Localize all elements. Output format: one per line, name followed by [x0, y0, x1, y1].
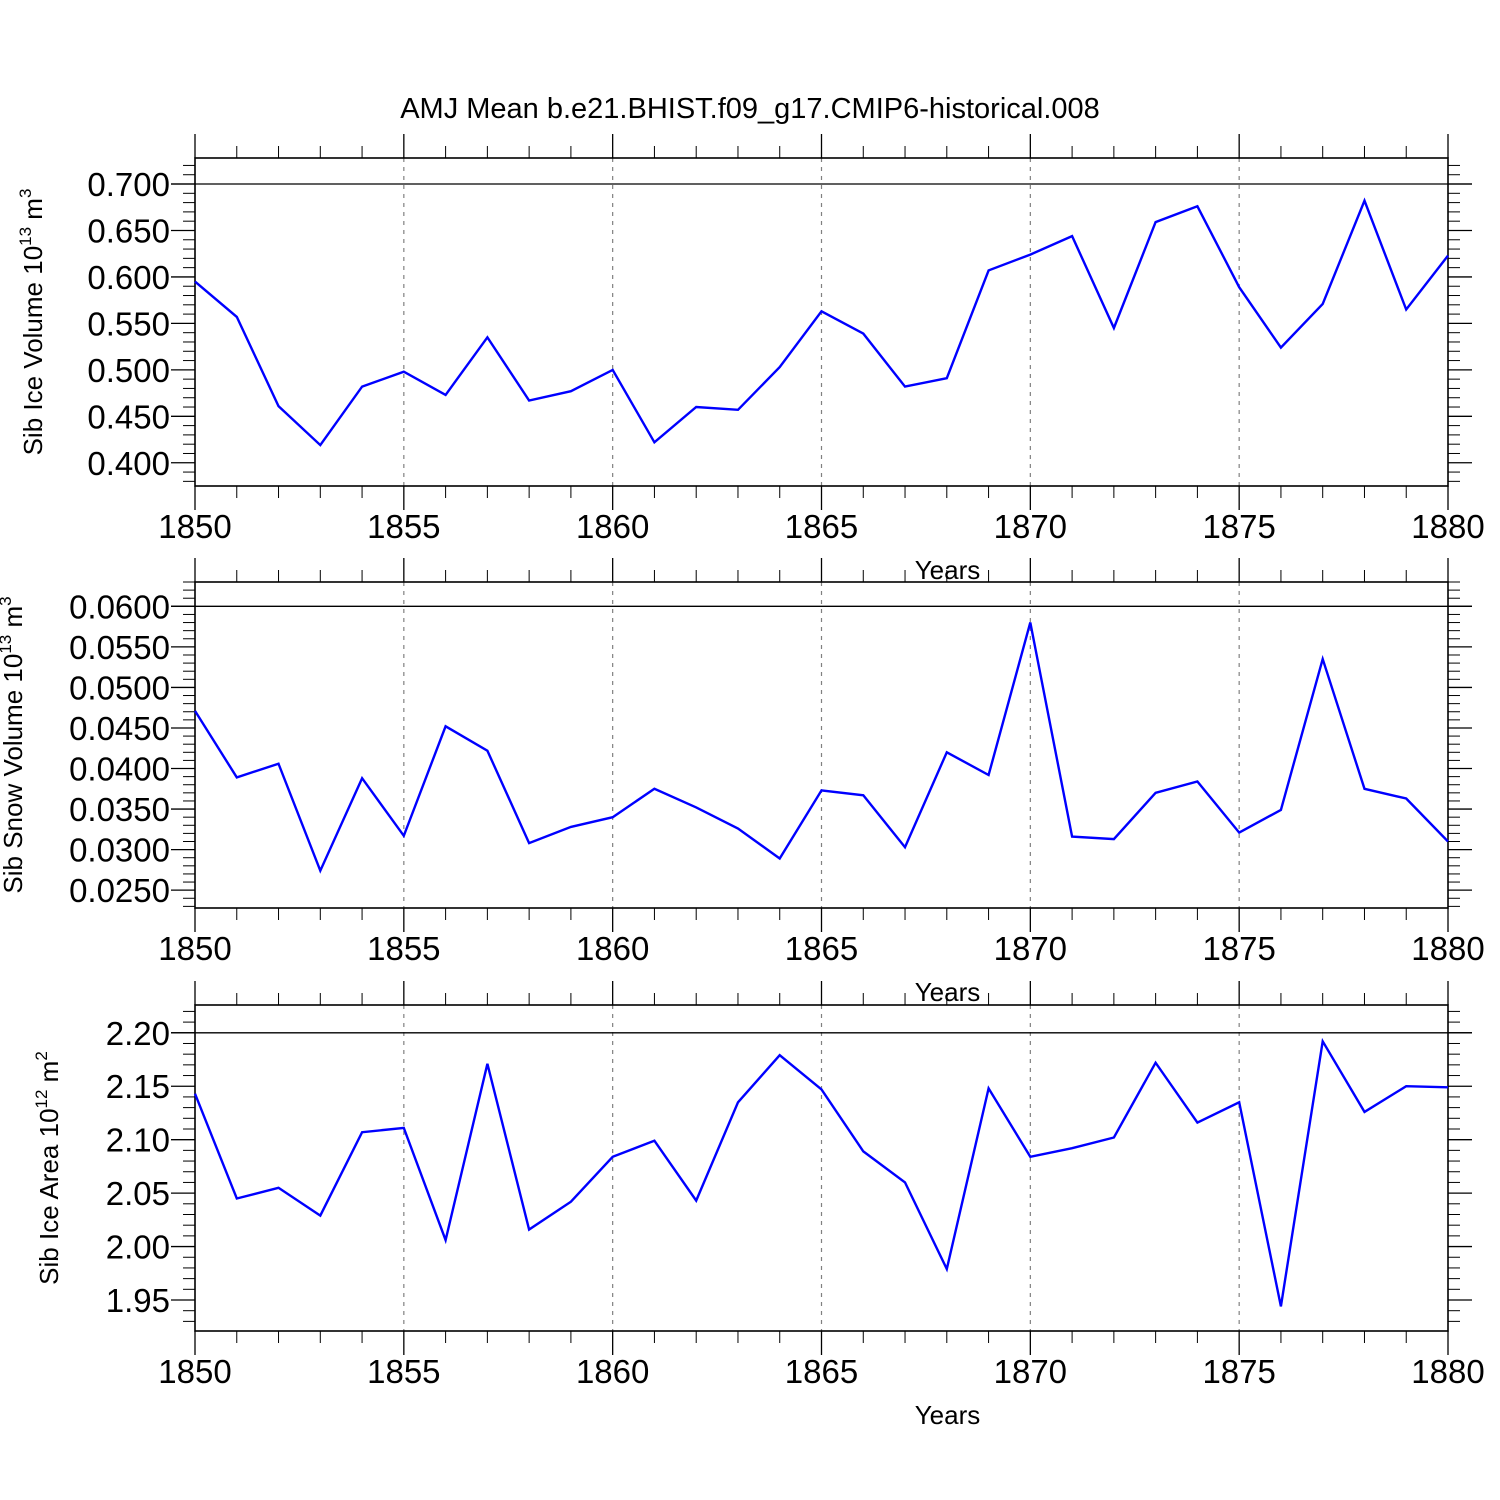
y-axis-title-superscript: 13: [0, 635, 15, 654]
y-tick-label: 0.700: [87, 166, 170, 203]
y-tick-label: 0.0550: [69, 629, 170, 666]
y-tick-label: 1.95: [106, 1282, 170, 1319]
y-tick-label: 2.05: [106, 1175, 170, 1212]
x-tick-label: 1875: [1202, 930, 1275, 967]
x-tick-label: 1865: [785, 508, 858, 545]
chart-panel-1: 0.400 0.450 0.500 0.550 0.600 0.650 0.700 1850 1…: [16, 134, 1485, 585]
series-line: [193, 622, 1449, 874]
x-axis-title: Years: [915, 977, 981, 1007]
x-tick-label: 1860: [576, 930, 649, 967]
y-axis-title: Sib Snow Volume 1013 m3: [0, 596, 28, 893]
y-axis-title: Sib Ice Volume 1013 m3: [16, 189, 48, 456]
x-tick-label: 1865: [785, 1353, 858, 1390]
y-axis-title-part: Sib Ice Area 10: [34, 1108, 64, 1284]
figure-title: AMJ Mean b.e21.BHIST.f09_g17.CMIP6-histo…: [400, 93, 1100, 125]
y-axis-title-superscript: 12: [32, 1090, 51, 1109]
x-tick-label: 1850: [158, 508, 231, 545]
y-axis-title-superscript: 3: [16, 189, 35, 198]
x-tick-label: 1880: [1411, 1353, 1484, 1390]
x-tick-label: 1850: [158, 930, 231, 967]
x-tick-label: 1870: [994, 930, 1067, 967]
y-axis-title-part: Sib Snow Volume 10: [0, 654, 28, 894]
y-tick-label: 0.450: [87, 398, 170, 435]
x-tick-label: 1880: [1411, 508, 1484, 545]
y-tick-label: 2.00: [106, 1229, 170, 1266]
y-tick-label: 0.0250: [69, 872, 170, 909]
y-tick-label: 0.0350: [69, 791, 170, 828]
y-axis-title-part: m: [18, 198, 48, 227]
x-tick-label: 1880: [1411, 930, 1484, 967]
y-axis-title: Sib Ice Area 1012 m2: [32, 1051, 64, 1285]
y-tick-label: 0.0300: [69, 832, 170, 869]
y-tick-label: 0.500: [87, 352, 170, 389]
plot-frame: [194, 157, 1449, 487]
x-tick-label: 1870: [994, 508, 1067, 545]
series-line: [193, 1037, 1449, 1307]
y-axis-title-part: m: [0, 606, 28, 635]
y-axis-title-superscript: 3: [0, 596, 15, 605]
plot-frame: [194, 581, 1449, 909]
x-tick-label: 1875: [1202, 508, 1275, 545]
x-tick-label: 1855: [367, 930, 440, 967]
y-tick-label: 2.20: [106, 1015, 170, 1052]
x-tick-label: 1850: [158, 1353, 231, 1390]
y-axis-title-part: m: [34, 1061, 64, 1090]
y-axis-title-part: Sib Ice Volume 10: [18, 246, 48, 456]
y-tick-label: 0.650: [87, 212, 170, 249]
y-tick-label: 0.550: [87, 305, 170, 342]
y-axis-title-superscript: 2: [32, 1051, 51, 1060]
y-tick-label: 0.600: [87, 259, 170, 296]
y-tick-label: 0.400: [87, 445, 170, 482]
x-tick-label: 1855: [367, 1353, 440, 1390]
x-tick-label: 1855: [367, 508, 440, 545]
y-tick-label: 2.15: [106, 1068, 170, 1105]
y-axis-title-superscript: 13: [16, 227, 35, 246]
x-tick-label: 1870: [994, 1353, 1067, 1390]
y-tick-label: 2.10: [106, 1122, 170, 1159]
y-tick-label: 0.0400: [69, 751, 170, 788]
x-tick-label: 1860: [576, 1353, 649, 1390]
series-line: [194, 197, 1449, 447]
y-tick-label: 0.0500: [69, 669, 170, 706]
chart-panel-3: 1.95 2.00 2.05 2.10 2.15 2.20 1850 1855 1860 1865…: [32, 981, 1485, 1430]
x-tick-label: 1865: [785, 930, 858, 967]
x-tick-label: 1875: [1202, 1353, 1275, 1390]
x-tick-label: 1860: [576, 508, 649, 545]
y-tick-label: 0.0450: [69, 710, 170, 747]
x-axis-title: Years: [915, 555, 981, 585]
y-tick-label: 0.0600: [69, 588, 170, 625]
plot-frame: [194, 1004, 1449, 1332]
x-axis-title: Years: [915, 1400, 981, 1430]
